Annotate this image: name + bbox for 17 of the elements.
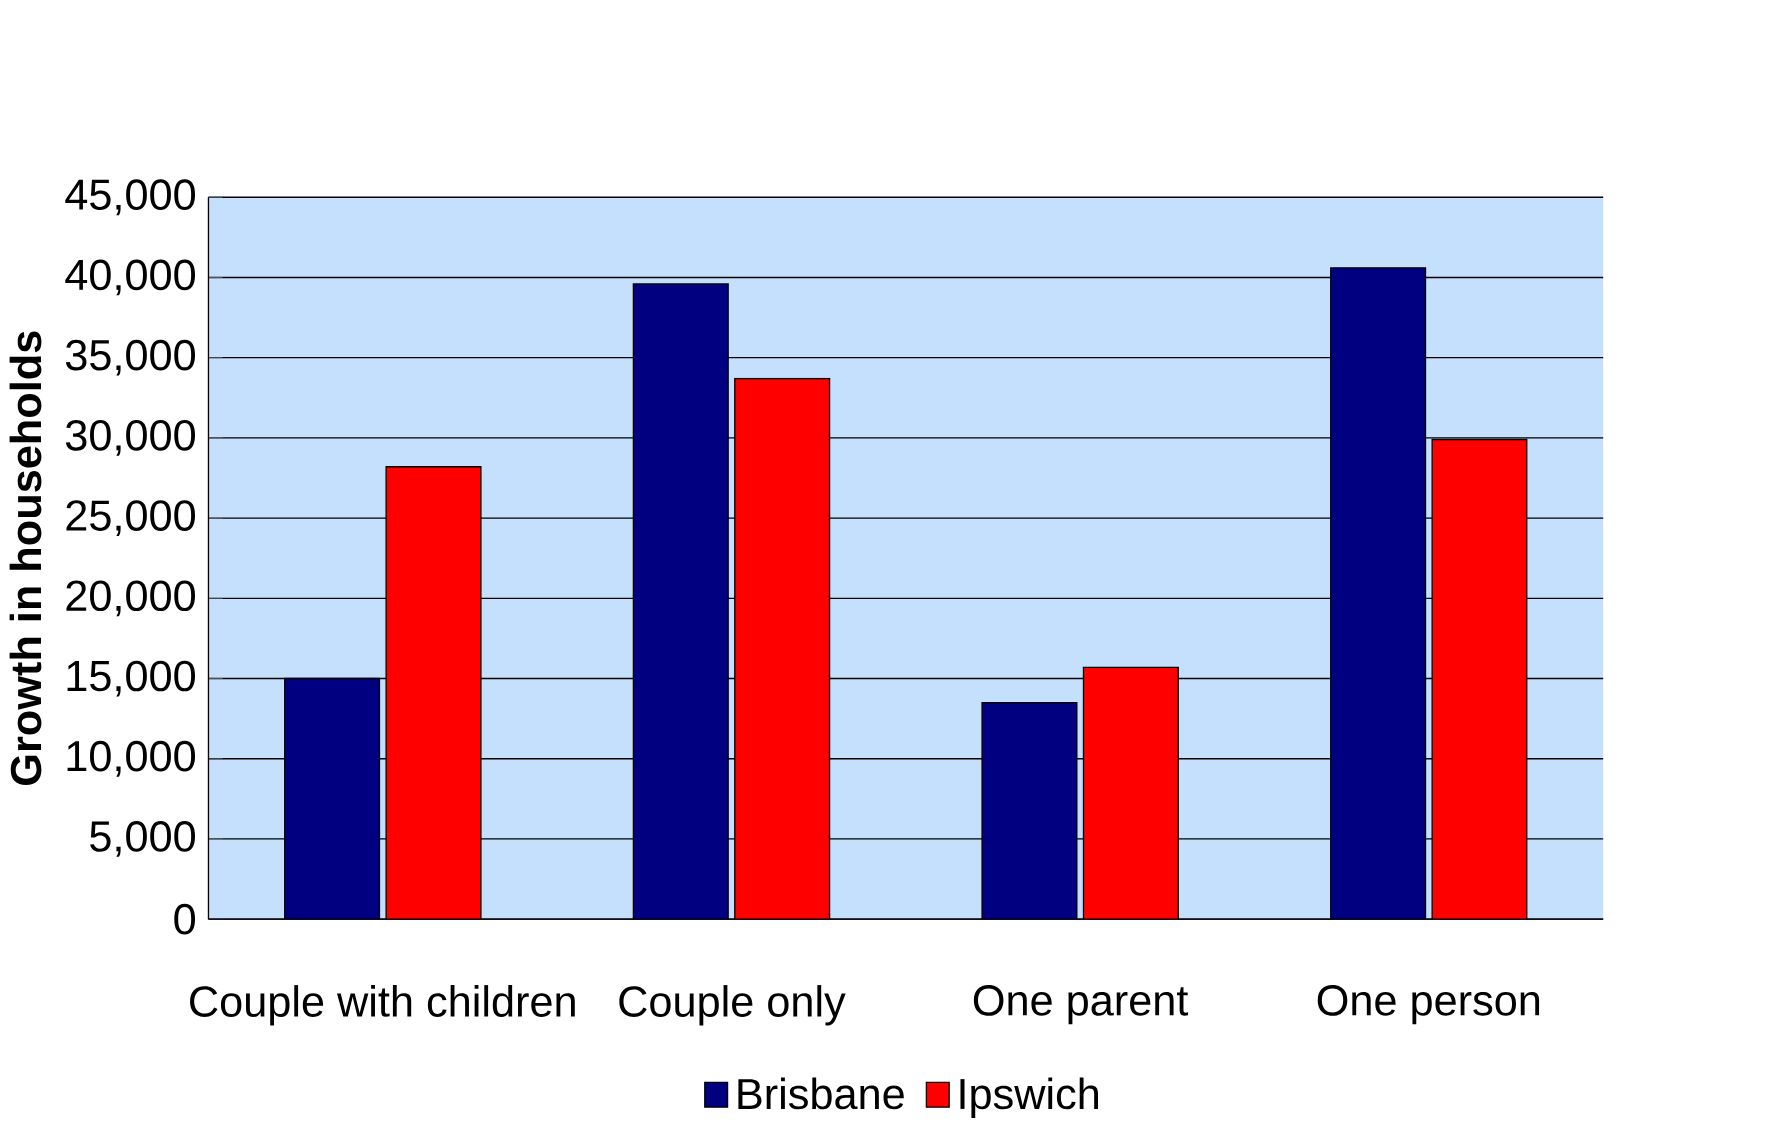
y-tick-label: 15,000: [67, 660, 196, 697]
y-tick-label: 35,000: [65, 339, 196, 376]
y-axis-title: Growth in households: [9, 331, 42, 785]
x-tick-label: One parent: [973, 985, 1189, 1025]
y-tick-label: 10,000: [67, 740, 196, 777]
x-tick-label: One person: [1317, 985, 1540, 1025]
y-tick-label: 30,000: [65, 419, 196, 456]
y-tick-label: 20,000: [66, 580, 196, 617]
y-tick-label: 25,000: [66, 500, 196, 536]
x-tick-label: Couple with children: [190, 985, 575, 1026]
legend-label: Ipswich: [960, 1077, 1098, 1118]
legend-label: Brisbane: [738, 1077, 904, 1110]
x-tick-label: Couple only: [619, 985, 846, 1026]
y-tick-label: 45,000: [65, 179, 196, 216]
y-tick-label: 0: [174, 903, 196, 935]
y-tick-label: 5,000: [90, 821, 196, 857]
y-tick-label: 40,000: [65, 259, 196, 296]
